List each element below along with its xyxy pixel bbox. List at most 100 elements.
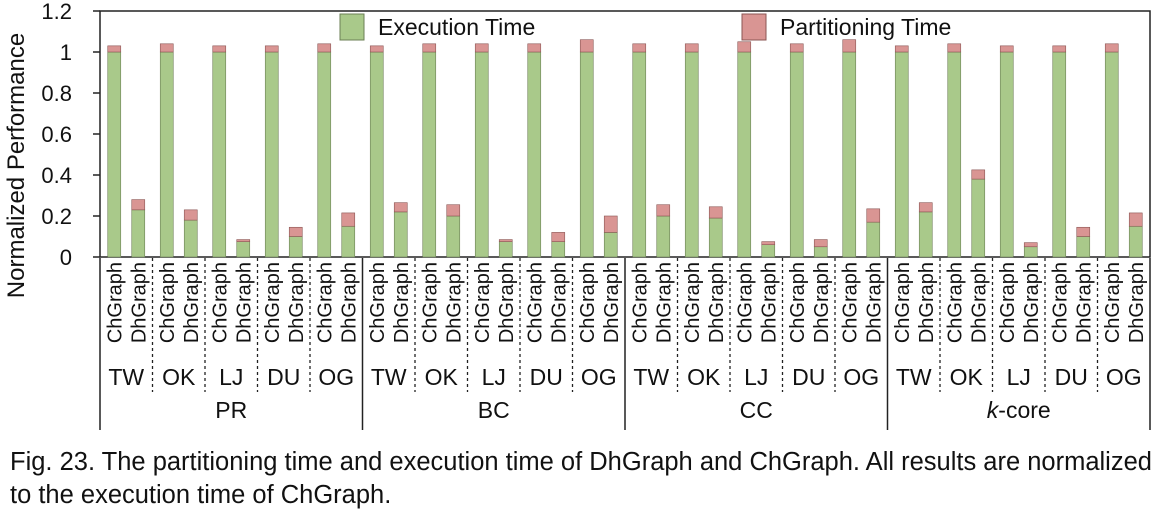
system-label: DhGraph <box>811 262 833 343</box>
bar-execution <box>684 51 699 258</box>
dataset-label: OG <box>843 364 879 390</box>
system-label: ChGraph <box>419 262 441 343</box>
dataset-label: TW <box>108 364 144 390</box>
dataset-label: LJ <box>219 364 243 390</box>
bar-execution <box>236 241 251 258</box>
bar-execution <box>1104 51 1119 258</box>
system-label: DhGraph <box>1073 262 1095 343</box>
bar-execution <box>1076 236 1091 258</box>
bar-partitioning <box>1104 43 1119 53</box>
bar-execution <box>1023 246 1038 258</box>
bar-execution <box>264 51 279 258</box>
bar-execution <box>656 215 671 258</box>
bar-execution <box>422 51 437 258</box>
dataset-label: OK <box>162 364 196 390</box>
y-tick-label: 0 <box>60 245 72 270</box>
bar-execution <box>632 51 647 258</box>
system-label: ChGraph <box>104 262 126 343</box>
dataset-label: OG <box>1106 364 1142 390</box>
system-label: DhGraph <box>128 262 150 343</box>
algorithm-label: PR <box>215 397 247 423</box>
bar-partitioning <box>866 208 881 223</box>
system-label: ChGraph <box>524 262 546 343</box>
dataset-label: LJ <box>1007 364 1031 390</box>
bar-execution <box>1052 51 1067 258</box>
system-label: ChGraph <box>682 262 704 343</box>
legend-swatch <box>741 13 767 41</box>
dataset-label: TW <box>633 364 669 390</box>
algorithm-label: BC <box>478 397 510 423</box>
system-label: ChGraph <box>314 262 336 343</box>
system-label: ChGraph <box>944 262 966 343</box>
dataset-label: LJ <box>744 364 768 390</box>
figure-caption: Fig. 23. The partitioning time and execu… <box>10 448 1152 509</box>
dataset-label: DU <box>1055 364 1088 390</box>
bar-execution <box>947 51 962 258</box>
bar-execution <box>107 51 122 258</box>
system-label: ChGraph <box>209 262 231 343</box>
system-label: DhGraph <box>548 262 570 343</box>
bar-execution <box>341 225 356 258</box>
system-label: DhGraph <box>653 262 675 343</box>
bar-partitioning <box>422 43 437 53</box>
bar-execution <box>603 232 618 258</box>
system-label: ChGraph <box>1102 262 1124 343</box>
system-label: DhGraph <box>338 262 360 343</box>
system-label: DhGraph <box>601 262 623 343</box>
algorithm-label: CC <box>740 397 773 423</box>
bar-execution <box>894 51 909 258</box>
bar-partitioning <box>579 39 594 53</box>
bar-partitioning <box>107 45 122 53</box>
bar-execution <box>999 51 1014 258</box>
bar-execution <box>761 244 776 258</box>
bar-execution <box>131 209 146 258</box>
system-label: DhGraph <box>1126 262 1148 343</box>
y-tick-label: 0.2 <box>41 204 72 229</box>
system-label: DhGraph <box>916 262 938 343</box>
dataset-label: OK <box>687 364 721 390</box>
bar-partitioning <box>393 202 408 213</box>
dataset-label: DU <box>792 364 825 390</box>
y-tick-label: 1 <box>60 40 72 65</box>
y-axis-label: Normalized Performance <box>3 33 30 298</box>
bar-partitioning <box>183 209 198 221</box>
bar-partitioning <box>288 226 303 237</box>
dataset-label: OK <box>425 364 459 390</box>
system-label: DhGraph <box>706 262 728 343</box>
bar-partitioning <box>789 43 804 53</box>
dataset-label: OK <box>950 364 984 390</box>
bar-execution <box>288 236 303 258</box>
algorithm-label: k-core <box>987 397 1051 423</box>
algorithm-label-rest: -core <box>998 397 1050 423</box>
system-label: DhGraph <box>443 262 465 343</box>
dataset-label: OG <box>581 364 617 390</box>
bar-execution <box>317 51 332 258</box>
bar-partitioning <box>236 239 251 242</box>
legend-swatch <box>339 13 365 41</box>
bar-partitioning <box>842 39 857 53</box>
legend-label: Partitioning Time <box>780 14 951 40</box>
dataset-label: DU <box>267 364 300 390</box>
bar-execution <box>527 51 542 258</box>
y-tick-label: 0.8 <box>41 81 72 106</box>
bar-execution <box>813 246 828 258</box>
bar-execution <box>446 215 461 258</box>
bar-partitioning <box>761 241 776 245</box>
bar-execution <box>708 217 723 258</box>
system-label: ChGraph <box>577 262 599 343</box>
bar-partitioning <box>341 212 356 227</box>
bar-partitioning <box>708 206 723 219</box>
bar-execution <box>369 51 384 258</box>
system-label: ChGraph <box>157 262 179 343</box>
bar-partitioning <box>894 45 909 53</box>
bar-partitioning <box>632 43 647 53</box>
bar-partitioning <box>1052 45 1067 53</box>
bar-execution <box>918 211 933 258</box>
bar-partitioning <box>317 43 332 53</box>
dataset-label: TW <box>371 364 407 390</box>
bar-partitioning <box>131 199 146 211</box>
system-label: ChGraph <box>1049 262 1071 343</box>
bars <box>107 39 1143 258</box>
bar-execution <box>789 51 804 258</box>
bar-execution <box>842 51 857 258</box>
